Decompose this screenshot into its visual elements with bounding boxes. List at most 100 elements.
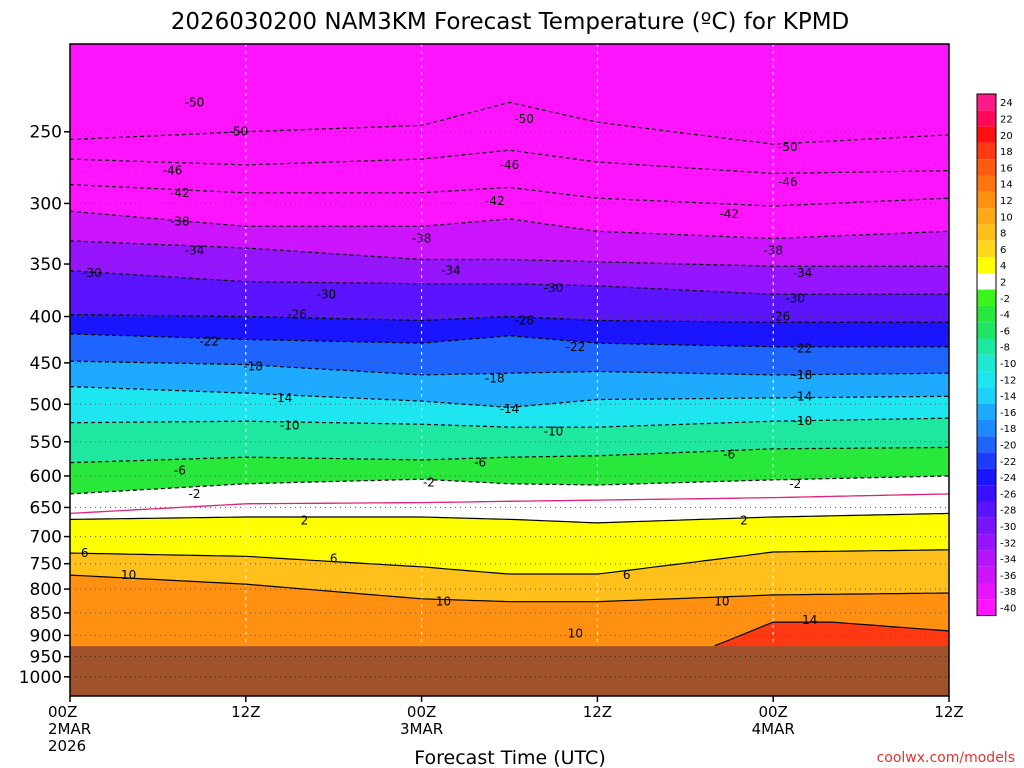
y-tick-label: 500 (30, 395, 62, 415)
contour-label: -30 (317, 287, 337, 301)
colorbar-swatch (977, 436, 996, 453)
colorbar-swatch (977, 420, 996, 437)
isotherm-line (70, 549, 949, 575)
colorbar-label: -30 (1000, 522, 1016, 533)
colorbar-swatch (977, 305, 996, 323)
contour-label: -22 (199, 334, 219, 348)
colorbar-label: 10 (1000, 212, 1013, 223)
contour-label: -38 (170, 214, 190, 228)
colorbar-swatch (977, 257, 996, 274)
contour-label: 6 (330, 551, 338, 565)
colorbar-label: -4 (1000, 310, 1010, 321)
x-axis-label: Forecast Time (UTC) (414, 747, 605, 768)
chart-title: 2026030200 NAM3KM Forecast Temperature (… (171, 9, 850, 35)
colorbar-label: 14 (1000, 180, 1013, 191)
colorbar-label: -2 (1000, 294, 1010, 305)
y-axis: 2503003504004505005506006507007508008509… (19, 123, 70, 688)
x-tick-label: 00Z (48, 703, 77, 721)
colorbar-swatch (977, 550, 996, 567)
contour-label: 10 (121, 568, 136, 582)
colorbar-label: 22 (1000, 114, 1013, 125)
colorbar-label: -8 (1000, 343, 1010, 354)
y-tick-label: 1000 (19, 668, 62, 688)
contour-label: -26 (287, 308, 307, 322)
x-tick-label: 00Z (759, 703, 788, 721)
contour-label: -26 (514, 313, 534, 327)
contour-label: -30 (82, 266, 102, 280)
contour-label: 14 (802, 613, 817, 627)
x-tick-label: 00Z (407, 703, 436, 721)
contour-label: -6 (174, 464, 186, 478)
colorbar-legend: 24 22 20 18 16 14 12 10 8 6 4 2 -2 -4 -6 -8 -10 -12 -14 -16… (976, 93, 1016, 617)
contour-label: -38 (763, 243, 783, 257)
contour-label: -50 (229, 125, 249, 139)
contour-label: -50 (778, 140, 798, 154)
contour-label: -50 (514, 112, 534, 126)
contour-label: -46 (163, 164, 183, 178)
colorbar-swatch (977, 110, 996, 127)
contour-label: -30 (785, 291, 805, 305)
contour-label: -34 (793, 266, 813, 280)
x-tick-label: 4MAR (752, 720, 795, 738)
colorbar-swatch (977, 322, 996, 339)
colorbar-label: 8 (1000, 229, 1006, 240)
temperature-fill-bands (70, 44, 949, 696)
ground-fill (70, 646, 949, 696)
contour-label: -46 (500, 158, 520, 172)
contour-label: 10 (568, 627, 583, 641)
contour-label: -42 (719, 207, 739, 221)
contour-label: 6 (81, 546, 89, 560)
y-tick-label: 300 (30, 194, 62, 214)
contour-labels: -50-50-50-50-46 -46-46-42-42-42-38-38-38-… (81, 95, 818, 640)
contour-label: -2 (789, 477, 801, 491)
colorbar-label: -18 (1000, 424, 1016, 435)
isotherm-line (70, 512, 949, 524)
plot-frame (69, 43, 950, 697)
isotherm-line (70, 493, 949, 515)
colorbar-swatch (977, 159, 996, 176)
y-tick-label: 250 (30, 123, 62, 143)
plot-area: -50-50-50-50-46 -46-46-42-42-42-38-38-38-… (70, 44, 949, 696)
isotherm-contours (70, 101, 949, 647)
contour-label: -10 (280, 419, 300, 433)
y-tick-label: 900 (30, 626, 62, 646)
contour-label: -50 (185, 95, 205, 109)
y-tick-label: 400 (30, 308, 62, 328)
colorbar-swatch (977, 468, 996, 486)
y-tick-label: 850 (30, 604, 62, 624)
colorbar-label: -28 (1000, 506, 1016, 517)
contour-label: -34 (441, 264, 461, 278)
colorbar-label: -38 (1000, 587, 1016, 598)
y-tick-label: 700 (30, 528, 62, 548)
colorbar-swatch (977, 338, 996, 355)
contour-label: 2 (301, 514, 309, 528)
isotherm-line (70, 574, 949, 603)
colorbar-swatch (977, 566, 996, 583)
colorbar-label: 6 (1000, 245, 1006, 256)
colorbar-label: -12 (1000, 375, 1016, 386)
colorbar-swatch (977, 485, 996, 502)
colorbar-swatch (977, 208, 996, 225)
x-tick-label: 12Z (583, 703, 612, 721)
colorbar-label: 4 (1000, 261, 1006, 272)
y-tick-label: 550 (30, 433, 62, 453)
contour-label: -6 (723, 447, 735, 461)
contour-label: -6 (474, 456, 486, 470)
contour-label: -18 (793, 368, 813, 382)
below-ground-mask (70, 646, 949, 696)
isotherm-line (70, 210, 949, 240)
colorbar-label: 20 (1000, 131, 1013, 142)
contour-label: -2 (189, 487, 201, 501)
colorbar-swatch (977, 191, 996, 209)
colorbar-label: 16 (1000, 163, 1013, 174)
contour-label: 10 (714, 595, 729, 609)
contour-label: -38 (412, 232, 432, 246)
colorbar-label: -32 (1000, 538, 1016, 549)
y-tick-label: 750 (30, 555, 62, 575)
colorbar-swatch (977, 371, 996, 388)
colorbar-label: -10 (1000, 359, 1016, 370)
colorbar-swatch (977, 224, 996, 241)
colorbar-label: -26 (1000, 489, 1016, 500)
contour-label: -42 (170, 186, 190, 200)
colorbar-frame (976, 93, 997, 617)
